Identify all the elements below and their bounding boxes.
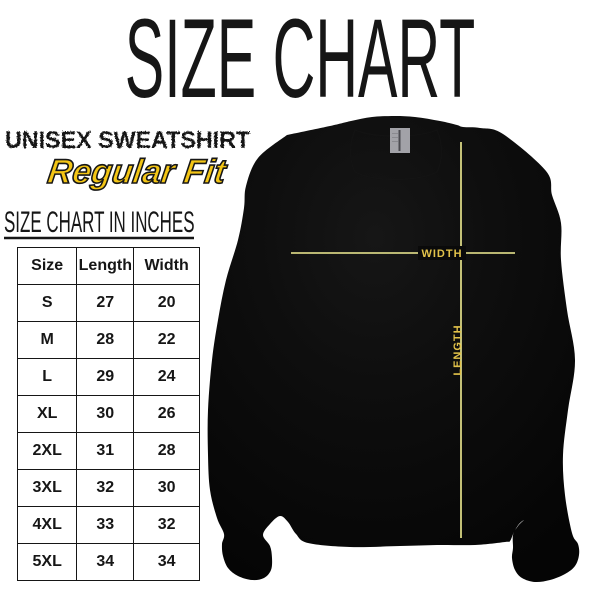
svg-text:WIDTH: WIDTH	[421, 248, 462, 260]
svg-text:LENGTH: LENGTH	[452, 324, 464, 375]
